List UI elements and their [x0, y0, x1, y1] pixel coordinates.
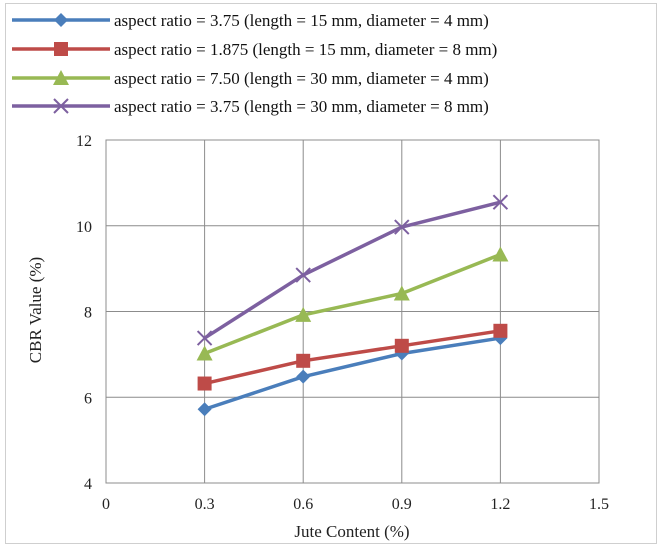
legend-label: aspect ratio = 7.50 (length = 30 mm, dia…: [114, 69, 489, 88]
legend-label: aspect ratio = 3.75 (length = 30 mm, dia…: [114, 97, 489, 116]
legend-item-1: aspect ratio = 3.75 (length = 15 mm, dia…: [12, 11, 489, 30]
y-tick-label: 8: [84, 305, 92, 322]
series-line-2: [205, 331, 501, 384]
data-point-3: [492, 246, 508, 261]
data-point-2: [296, 354, 310, 368]
x-tick-label: 0.9: [392, 496, 412, 513]
data-point-2: [395, 339, 409, 353]
x-tick-label: 0.3: [195, 496, 215, 513]
y-tick-label: 10: [76, 219, 92, 236]
legend-swatch-marker: [54, 13, 68, 27]
y-tick-label: 4: [84, 476, 92, 493]
x-tick-label: 1.2: [490, 496, 510, 513]
y-tick-label: 12: [76, 133, 92, 150]
x-axis-title: Jute Content (%): [294, 522, 409, 541]
legend-item-4: aspect ratio = 3.75 (length = 30 mm, dia…: [12, 97, 489, 116]
legend-swatch-marker: [54, 42, 68, 56]
legend-label: aspect ratio = 3.75 (length = 15 mm, dia…: [114, 11, 489, 30]
x-tick-label: 0: [102, 496, 110, 513]
x-tick-label: 1.5: [589, 496, 609, 513]
plot-area: 0 0.3 0.6 0.9 1.2 1.5 4 6 8 10 12: [76, 133, 609, 513]
data-point-1: [198, 402, 212, 416]
data-point-1: [296, 370, 310, 384]
x-tick-label: 0.6: [293, 496, 313, 513]
legend: aspect ratio = 3.75 (length = 15 mm, dia…: [12, 11, 497, 116]
legend-item-3: aspect ratio = 7.50 (length = 30 mm, dia…: [12, 69, 489, 88]
legend-item-2: aspect ratio = 1.875 (length = 15 mm, di…: [12, 40, 497, 59]
y-tick-label: 6: [84, 390, 92, 407]
data-point-2: [198, 377, 212, 391]
y-axis-title: CBR Value (%): [26, 257, 45, 363]
series-line-4: [205, 202, 501, 338]
legend-label: aspect ratio = 1.875 (length = 15 mm, di…: [114, 40, 497, 59]
data-point-2: [493, 324, 507, 338]
